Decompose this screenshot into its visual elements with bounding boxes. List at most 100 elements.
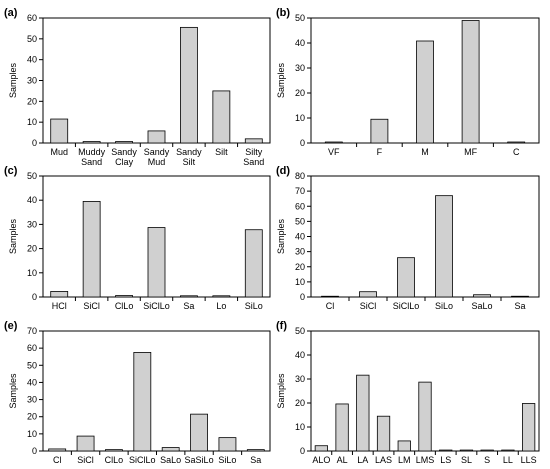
x-category-label: LLS: [521, 455, 537, 465]
bar-silo: [435, 195, 453, 298]
x-category-label: F: [377, 147, 383, 157]
x-category-label: M: [421, 147, 429, 157]
bar-sicllo: [133, 352, 152, 452]
panel-label: (d): [276, 165, 290, 177]
y-axis-label: Samples: [8, 218, 18, 254]
panel-label: (a): [4, 7, 18, 19]
bar-lms: [418, 381, 432, 452]
bar-sl: [459, 449, 474, 452]
bar-lls: [522, 403, 536, 452]
y-tick-label: 30: [27, 76, 37, 86]
x-category-label: SiLo: [435, 301, 453, 311]
x-category-label: Silty Sand: [243, 147, 264, 167]
x-category-label: ALO: [312, 455, 330, 465]
panel-label: (b): [276, 7, 290, 19]
x-category-label: SiClLo: [393, 301, 420, 311]
y-tick-label: 20: [27, 96, 37, 106]
y-tick-label: 40: [27, 195, 37, 205]
y-tick-label: 50: [295, 326, 305, 336]
bar-salo: [473, 294, 491, 298]
x-category-label: MF: [464, 147, 477, 157]
x-category-label: SiClLo: [143, 301, 170, 311]
bar-silty-sand: [244, 138, 263, 144]
y-tick-label: 20: [27, 244, 37, 254]
y-tick-label: 60: [27, 343, 37, 353]
y-tick-label: 20: [295, 262, 305, 272]
bar-mf: [461, 20, 480, 144]
y-tick-label: 50: [27, 171, 37, 181]
y-tick-label: 50: [295, 216, 305, 226]
x-category-label: HCl: [52, 301, 67, 311]
x-category-label: VF: [328, 147, 340, 157]
bar-vf: [324, 141, 343, 144]
bar-cl: [321, 295, 339, 298]
bar-sandy-mud: [147, 130, 166, 144]
bar-sicl: [82, 201, 101, 298]
x-category-label: Cl: [53, 455, 62, 465]
x-category-label: Sandy Clay: [111, 147, 137, 167]
x-category-label: LM: [398, 455, 411, 465]
y-axis-label: Samples: [276, 373, 286, 409]
y-tick-label: 10: [295, 113, 305, 123]
panel-label: (e): [4, 320, 18, 332]
y-tick-label: 20: [27, 412, 37, 422]
y-tick-label: 30: [27, 395, 37, 405]
bar-cllo: [105, 449, 123, 452]
x-category-label: LS: [440, 455, 451, 465]
bar-silt: [212, 90, 231, 144]
x-category-label: SiLo: [245, 301, 263, 311]
x-category-label: Sandy Mud: [144, 147, 170, 167]
y-tick-label: 20: [295, 398, 305, 408]
bar-hcl: [50, 291, 69, 298]
bar-sa: [246, 449, 265, 452]
y-tick-label: 10: [295, 277, 305, 287]
y-tick-label: 30: [295, 247, 305, 257]
bar-mud: [50, 118, 69, 144]
x-category-label: S: [484, 455, 490, 465]
y-tick-label: 40: [27, 55, 37, 65]
x-category-label: SaLo: [471, 301, 492, 311]
plot-frame: [42, 330, 271, 452]
x-category-label: C: [513, 147, 520, 157]
x-category-label: Cl: [326, 301, 335, 311]
chart-panel-4: (d) 0 10 20 30 40 50 60 70 80 Samples Cl SiCl SiClLo S…: [276, 165, 540, 311]
panel-label: (c): [4, 165, 18, 177]
x-category-label: Muddy Sand: [78, 147, 106, 167]
x-category-label: Mud: [50, 147, 68, 157]
x-category-label: SiCl: [360, 301, 377, 311]
bar-lm: [397, 440, 411, 452]
bar-las: [376, 415, 391, 452]
x-category-label: SaLo: [160, 455, 181, 465]
y-tick-label: 0: [32, 446, 37, 456]
y-tick-label: 50: [295, 13, 305, 23]
x-category-label: Sandy Silt: [176, 147, 202, 167]
y-tick-label: 10: [295, 422, 305, 432]
bar-cl: [48, 448, 67, 452]
y-tick-label: 0: [32, 138, 37, 148]
x-category-label: SiCl: [83, 301, 100, 311]
bar-alo: [314, 445, 328, 452]
y-tick-label: 70: [27, 326, 37, 336]
x-category-label: Sa: [250, 455, 261, 465]
plot-frame: [310, 175, 540, 298]
x-category-label: LL: [503, 455, 513, 465]
y-tick-label: 30: [27, 219, 37, 229]
panel-label: (f): [276, 320, 287, 332]
bar-ls: [439, 449, 453, 452]
y-axis-label: Samples: [8, 62, 18, 98]
x-category-label: LA: [357, 455, 368, 465]
y-tick-label: 0: [300, 138, 305, 148]
bar-sa: [511, 295, 529, 298]
bar-lo: [212, 295, 231, 298]
x-category-label: SL: [461, 455, 472, 465]
bar-sandy-silt: [180, 26, 198, 144]
y-tick-label: 60: [27, 13, 37, 23]
bar-salo: [161, 447, 180, 452]
x-category-label: SaSiLo: [185, 455, 214, 465]
bar-sicl: [359, 291, 377, 298]
y-tick-label: 0: [300, 446, 305, 456]
chart-panel-3: (c) 0 10 20 30 40 50 Samples HCl SiCl ClLo SiClLo Sa…: [4, 165, 271, 311]
x-category-label: LAS: [375, 455, 392, 465]
